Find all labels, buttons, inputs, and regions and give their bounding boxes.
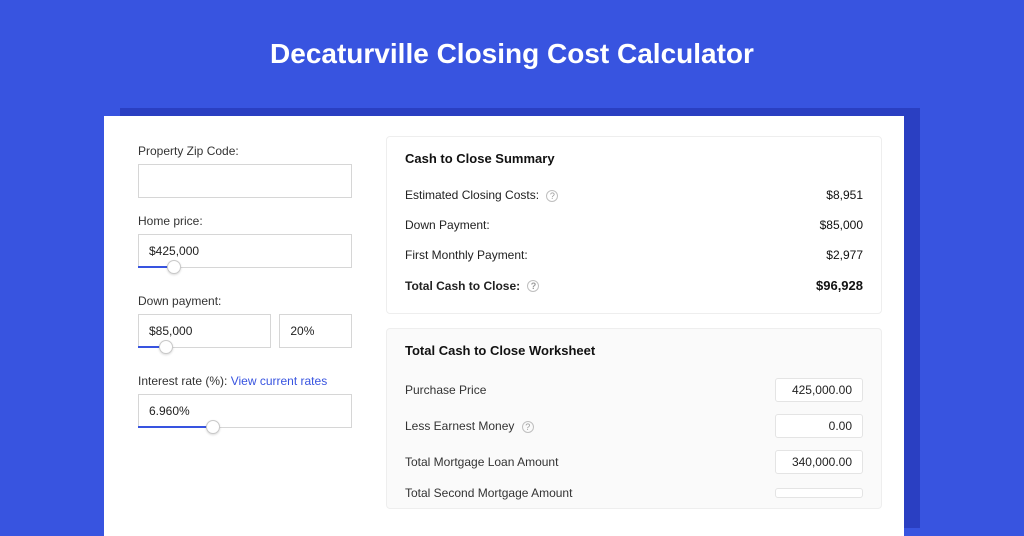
interest-label: Interest rate (%): View current rates [138, 374, 352, 388]
summary-label: First Monthly Payment: [405, 248, 528, 262]
interest-slider-thumb[interactable] [206, 420, 220, 434]
summary-total-label: Total Cash to Close: [405, 279, 520, 293]
worksheet-label: Total Second Mortgage Amount [405, 486, 572, 500]
down-payment-pct-input[interactable] [279, 314, 352, 348]
page-title: Decaturville Closing Cost Calculator [0, 0, 1024, 96]
zip-field: Property Zip Code: [138, 144, 352, 198]
help-icon[interactable]: ? [522, 421, 534, 433]
interest-field: Interest rate (%): View current rates [138, 374, 352, 438]
home-price-slider[interactable] [138, 266, 352, 278]
worksheet-row-purchase-price: Purchase Price 425,000.00 [405, 372, 863, 408]
summary-row-total: Total Cash to Close: ? $96,928 [405, 270, 863, 301]
summary-value: $2,977 [826, 248, 863, 262]
home-price-label: Home price: [138, 214, 352, 228]
home-price-slider-thumb[interactable] [167, 260, 181, 274]
home-price-field: Home price: [138, 214, 352, 278]
view-rates-link[interactable]: View current rates [231, 374, 328, 388]
worksheet-row-mortgage-loan: Total Mortgage Loan Amount 340,000.00 [405, 444, 863, 480]
down-payment-input[interactable] [138, 314, 271, 348]
worksheet-panel: Total Cash to Close Worksheet Purchase P… [386, 328, 882, 509]
interest-slider[interactable] [138, 426, 352, 438]
worksheet-value[interactable] [775, 488, 863, 498]
help-icon[interactable]: ? [527, 280, 539, 292]
worksheet-value[interactable]: 0.00 [775, 414, 863, 438]
summary-label: Down Payment: [405, 218, 490, 232]
summary-total-value: $96,928 [816, 278, 863, 293]
worksheet-row-earnest-money: Less Earnest Money ? 0.00 [405, 408, 863, 444]
worksheet-value[interactable]: 340,000.00 [775, 450, 863, 474]
summary-value: $85,000 [820, 218, 863, 232]
calculator-card: Property Zip Code: Home price: Down paym… [104, 116, 904, 536]
worksheet-row-second-mortgage: Total Second Mortgage Amount [405, 480, 863, 506]
down-payment-slider-thumb[interactable] [159, 340, 173, 354]
results-column: Cash to Close Summary Estimated Closing … [374, 116, 904, 536]
down-payment-field: Down payment: [138, 294, 352, 358]
worksheet-label: Total Mortgage Loan Amount [405, 455, 558, 469]
worksheet-value[interactable]: 425,000.00 [775, 378, 863, 402]
summary-row-first-payment: First Monthly Payment: $2,977 [405, 240, 863, 270]
worksheet-label: Less Earnest Money [405, 419, 514, 433]
summary-row-down-payment: Down Payment: $85,000 [405, 210, 863, 240]
help-icon[interactable]: ? [546, 190, 558, 202]
zip-input[interactable] [138, 164, 352, 198]
zip-label: Property Zip Code: [138, 144, 352, 158]
interest-label-text: Interest rate (%): [138, 374, 231, 388]
worksheet-title: Total Cash to Close Worksheet [405, 343, 863, 358]
summary-title: Cash to Close Summary [405, 151, 863, 166]
worksheet-label: Purchase Price [405, 383, 486, 397]
down-payment-label: Down payment: [138, 294, 352, 308]
summary-panel: Cash to Close Summary Estimated Closing … [386, 136, 882, 314]
inputs-column: Property Zip Code: Home price: Down paym… [104, 116, 374, 536]
summary-value: $8,951 [826, 188, 863, 202]
summary-label: Estimated Closing Costs: [405, 188, 539, 202]
interest-input[interactable] [138, 394, 352, 428]
down-payment-slider[interactable] [138, 346, 279, 358]
summary-row-closing-costs: Estimated Closing Costs: ? $8,951 [405, 180, 863, 210]
